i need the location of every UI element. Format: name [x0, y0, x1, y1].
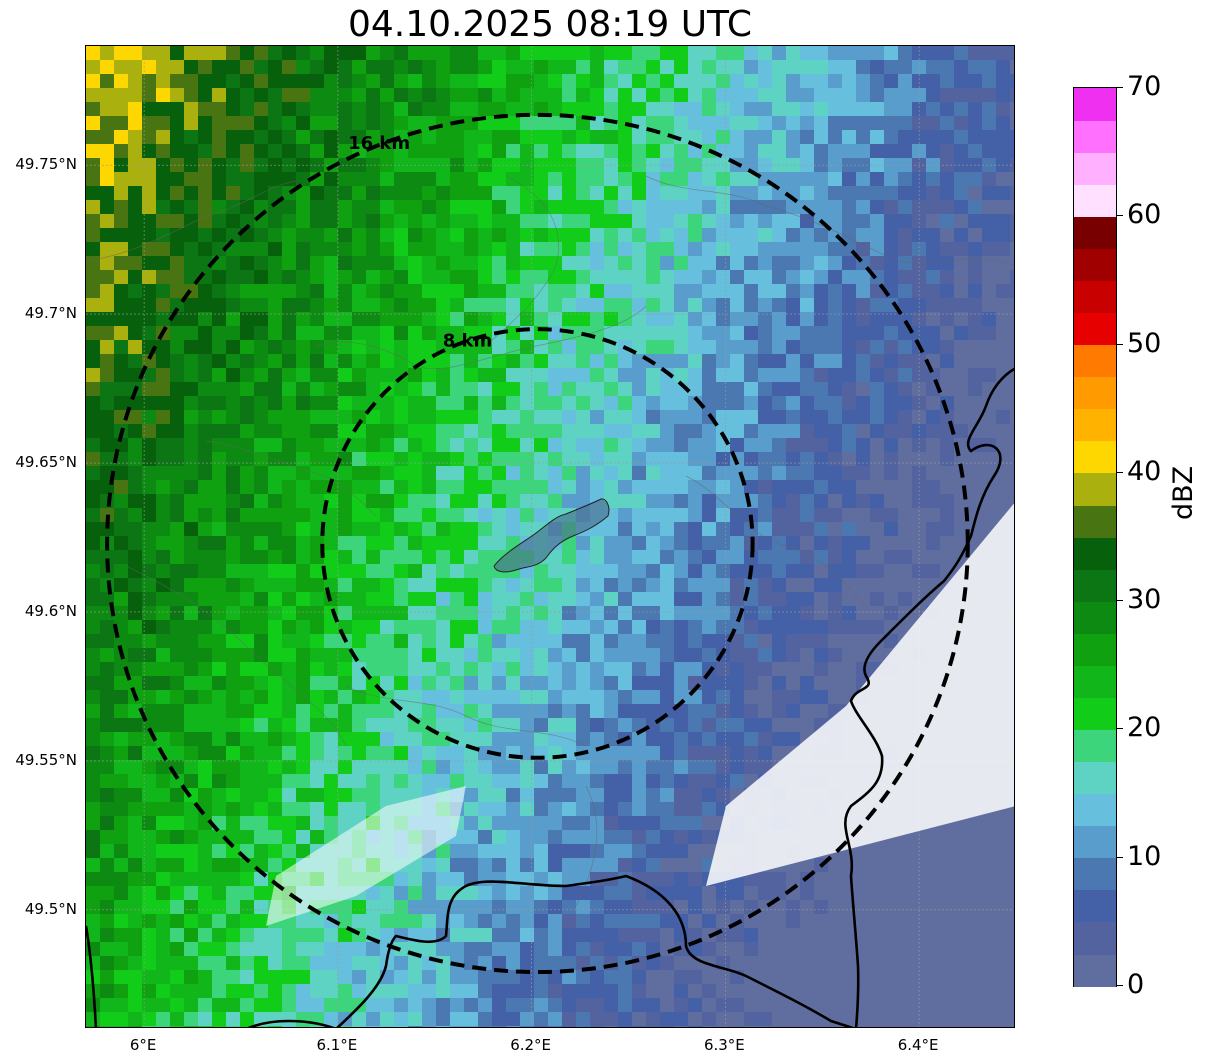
colorbar-tick-label: 50: [1127, 327, 1162, 359]
colorbar-tick-label: 40: [1127, 455, 1162, 487]
longitude-tick-label: 6.4°E: [897, 1036, 939, 1054]
colorbar-segment: [1074, 344, 1116, 378]
colorbar-tick-label: 60: [1127, 199, 1162, 231]
longitude-tick-label: 6°E: [129, 1036, 157, 1054]
colorbar-segment: [1074, 504, 1116, 538]
white-gaps: [266, 503, 1014, 926]
colorbar-tick: [1117, 856, 1123, 858]
colorbar-segment: [1074, 184, 1116, 217]
range-ring-label: 8 km: [443, 330, 493, 351]
colorbar-segment: [1074, 312, 1116, 346]
colorbar-segment: [1074, 408, 1116, 442]
colorbar-segment: [1074, 825, 1116, 859]
colorbar-tick: [1117, 471, 1123, 473]
colorbar-segment: [1074, 601, 1116, 634]
range-ring-16km: [105, 112, 970, 975]
city-outline: [493, 498, 610, 573]
colorbar-tick: [1117, 87, 1123, 88]
colorbar-segment: [1074, 921, 1116, 955]
colorbar-segment: [1074, 248, 1116, 281]
colorbar-tick-label: 20: [1127, 712, 1162, 744]
colorbar-tick: [1117, 985, 1123, 986]
colorbar-segment: [1074, 216, 1116, 249]
colorbar-segment: [1074, 761, 1116, 795]
range-ring-8km: [320, 327, 755, 760]
colorbar-segment: [1074, 793, 1116, 827]
latitude-tick-label: 49.65°N: [15, 453, 77, 472]
colorbar-segment: [1074, 665, 1116, 698]
latitude-tick-label: 49.7°N: [24, 304, 77, 323]
colorbar-tick: [1117, 215, 1123, 217]
colorbar-unit-label: dBZ: [1168, 465, 1199, 520]
colorbar-tick-label: 30: [1127, 584, 1162, 616]
colorbar-tick-label: 0: [1127, 969, 1145, 1000]
longitude-tick-label: 6.1°E: [316, 1036, 358, 1054]
colorbar-segment: [1074, 569, 1116, 602]
colorbar-segment: [1074, 889, 1116, 923]
colorbar-tick: [1117, 600, 1123, 602]
colorbar-segment: [1074, 472, 1116, 506]
reflectivity-field: [86, 46, 1014, 1027]
latitude-tick-label: 49.55°N: [15, 750, 77, 769]
colorbar-tick-label: 70: [1127, 71, 1162, 102]
colorbar-segment: [1074, 633, 1116, 666]
colorbar-segment: [1074, 537, 1116, 570]
longitude-tick-label: 6.3°E: [703, 1036, 745, 1054]
colorbar-segment: [1074, 857, 1116, 891]
colorbar: [1073, 87, 1117, 987]
colorbar-tick: [1117, 343, 1123, 345]
radar-map-canvas: 16 km 8 km: [86, 46, 1014, 1027]
gridlines: [86, 46, 1014, 1027]
map-title: 04.10.2025 08:19 UTC: [347, 4, 753, 45]
colorbar-segment: [1074, 953, 1116, 987]
latitude-tick-label: 49.6°N: [24, 601, 77, 620]
colorbar-tick: [1117, 728, 1123, 730]
range-rings: 16 km 8 km: [105, 112, 970, 975]
colorbar-segment: [1074, 729, 1116, 763]
colorbar-segment: [1074, 88, 1116, 121]
colorbar-segment: [1074, 440, 1116, 474]
colorbar-segment: [1074, 376, 1116, 410]
radar-map[interactable]: 16 km 8 km: [85, 45, 1015, 1028]
latitude-tick-label: 49.75°N: [15, 155, 77, 174]
longitude-tick-label: 6.2°E: [510, 1036, 552, 1054]
colorbar-segment: [1074, 697, 1116, 730]
range-ring-label: 16 km: [348, 133, 410, 154]
colorbar-tick-label: 10: [1127, 840, 1162, 872]
colorbar-segment: [1074, 152, 1116, 185]
colorbar-segment: [1074, 120, 1116, 153]
latitude-tick-label: 49.5°N: [24, 899, 77, 918]
colorbar-segment: [1074, 280, 1116, 314]
